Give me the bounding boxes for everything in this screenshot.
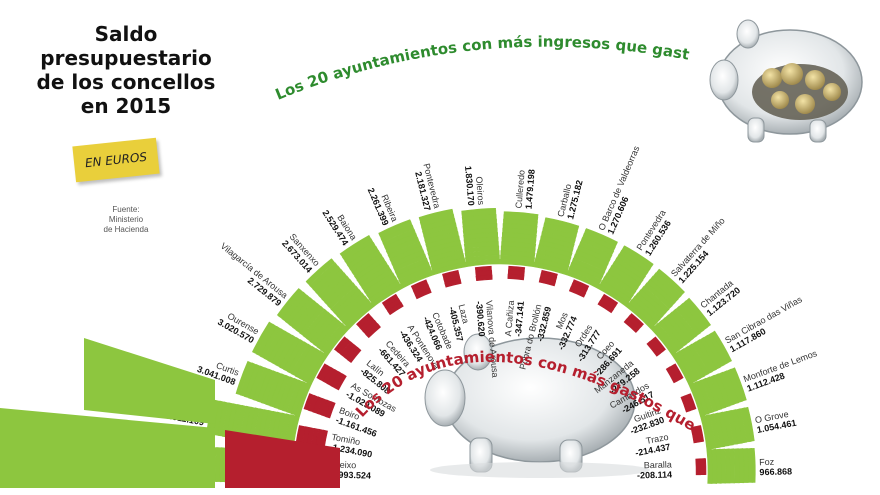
title-line: presupuestario [40,46,212,70]
surplus-bar [84,338,215,424]
surplus-bar [235,360,312,417]
deficit-bar [410,279,432,300]
budget-balance-chart: A Coruña23.429.470Vigo8.311.109Curtis3.0… [0,0,822,488]
surplus-label: Vilagarcía de Arousa2.729.879 [212,241,289,309]
deficit-bar [568,279,590,298]
title-line: de los concellos [36,70,216,94]
source-note: Fuente: Ministerio de Hacienda [86,205,166,235]
surplus-bar [688,367,747,417]
surplus-bar [650,297,712,356]
surplus-label: Foz966.868 [759,456,792,477]
deficit-bar [665,363,684,384]
deficit-bar [333,336,362,364]
surplus-bar [339,234,403,307]
deficit-bar [355,313,381,339]
surplus-label: Pontevedra1.260.536 [635,208,677,258]
surplus-label: Carballo1.275.182 [556,177,585,221]
deficit-label: A Cañiza-347.141 [503,300,526,338]
surplus-label: Monforte de Lemos1.112.428 [742,348,822,394]
surplus-label: Baiona2.529.474 [320,203,358,248]
surplus-label: Salvaterra de Miño1.225.154 [669,216,734,286]
source-line: Fuente: [112,205,140,214]
title-line: Saldo [94,22,158,46]
surplus-bar [597,245,654,307]
title-line: en 2015 [80,94,172,118]
surplus-bar [499,211,539,268]
source-line: Ministerio [108,215,144,224]
deficit-bar [646,336,666,357]
chart-title: Saldo presupuestario de los concellos en… [36,22,216,118]
surplus-label: O Barco de Valdeorras1.270.606 [596,144,651,236]
deficit-label: Arteixo-6.993.524 [328,460,372,481]
surplus-label: Pontevedra2.181.327 [412,162,443,212]
surplus-bar [276,288,350,356]
surplus-label: Ribeira2.261.399 [366,182,400,227]
deficit-bar [507,265,526,281]
deficit-bar [316,363,347,391]
surplus-bar [418,208,467,276]
deficit-bar [381,293,404,316]
deficit-bar [623,313,644,333]
surplus-label: Oleiros1.830.170 [463,165,486,207]
deficit-bar [695,458,707,476]
surplus-label: San Cibrao das Viñas1.117.860 [723,294,809,354]
deficit-label: Trazo-214.437 [632,432,671,458]
surplus-label: Sanxenxo2.673.014 [280,232,322,275]
surplus-label: Chantada1.123.720 [698,277,742,318]
surplus-bar [625,268,685,330]
deficit-bar [690,425,705,444]
surplus-bar [461,207,501,268]
empty-piggy-bank-image [424,333,650,478]
surplus-bar [706,447,756,484]
deficit-bar [303,393,336,419]
deficit-label: Baralla-208.114 [637,460,673,481]
surplus-bar [671,330,733,386]
surplus-label: O Grove1.054.461 [754,408,797,435]
deficit-bar [442,269,462,288]
surplus-label: Culleredo1.479.198 [514,168,537,210]
deficit-bar [597,293,619,314]
surplus-bar [700,406,755,450]
deficit-bar [538,269,558,287]
deficit-bar [680,393,697,413]
surplus-group-title: Los 20 ayuntamientos con más ingresos qu… [0,0,691,104]
surplus-label: Ourense3.020.570 [216,308,261,345]
surplus-bar [0,408,215,488]
source-line: de Hacienda [103,225,149,234]
surplus-bar [533,217,580,276]
surplus-bar [566,228,618,289]
deficit-bar [225,430,340,488]
deficit-bar [474,265,493,282]
surplus-bar [378,219,434,289]
piggy-bank-coins-image [709,19,863,143]
surplus-bar [305,258,375,330]
surplus-bar [251,321,329,386]
